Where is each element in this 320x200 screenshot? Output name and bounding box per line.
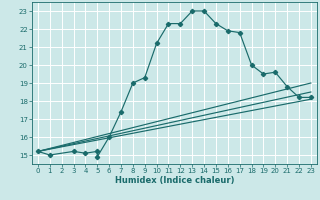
X-axis label: Humidex (Indice chaleur): Humidex (Indice chaleur) [115, 176, 234, 185]
